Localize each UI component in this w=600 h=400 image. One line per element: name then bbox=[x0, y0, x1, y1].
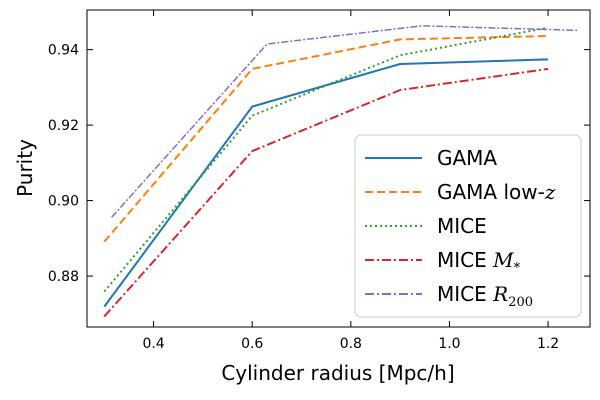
x-tick-label: 1.2 bbox=[537, 336, 559, 352]
x-axis-title: Cylinder radius [Mpc/h] bbox=[221, 361, 454, 385]
x-tick-label: 0.8 bbox=[340, 336, 362, 352]
tick-labels: 0.4 0.6 0.8 1.0 1.2 0.88 0.90 0.92 0.94 bbox=[48, 43, 559, 352]
x-tick-label: 0.4 bbox=[142, 336, 164, 352]
y-axis-title: Purity bbox=[13, 139, 37, 197]
legend-label-3: MICE M* bbox=[437, 248, 521, 276]
legend-label-0: GAMA bbox=[437, 146, 497, 170]
legend-label-1: GAMA low-z bbox=[437, 180, 556, 204]
legend: GAMA GAMA low-z MICE MICE M* MICE R200 bbox=[354, 134, 582, 318]
series-line-0 bbox=[103, 58, 549, 308]
y-tick-label: 0.90 bbox=[48, 194, 79, 210]
axes-frame bbox=[86, 9, 591, 328]
ticks bbox=[87, 10, 590, 327]
y-tick-label: 0.92 bbox=[48, 118, 79, 134]
x-tick-label: 1.0 bbox=[438, 336, 460, 352]
series-line-1 bbox=[103, 35, 549, 243]
x-tick-label: 0.6 bbox=[241, 336, 263, 352]
legend-label-2: MICE bbox=[437, 214, 487, 238]
legend-box bbox=[354, 134, 582, 318]
legend-label-4: MICE R200 bbox=[437, 282, 533, 310]
series-line-3 bbox=[103, 67, 549, 318]
y-tick-label: 0.94 bbox=[48, 43, 79, 59]
y-tick-label: 0.88 bbox=[48, 269, 79, 285]
plot-lines bbox=[103, 25, 578, 318]
